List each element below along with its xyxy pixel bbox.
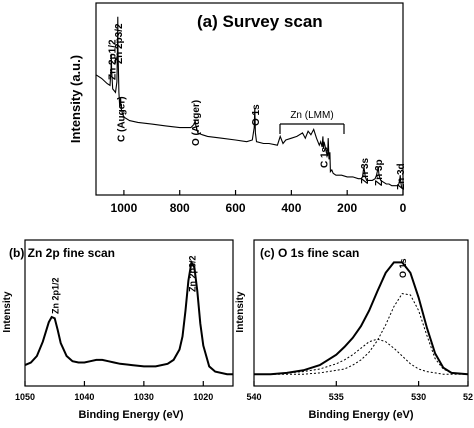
peak-label: C 1s bbox=[320, 146, 331, 168]
panel-c-xticks: 540 535 530 52 bbox=[246, 381, 473, 402]
x-tick-label: 600 bbox=[226, 201, 246, 215]
panel-a-frame bbox=[95, 2, 404, 196]
x-tick-label: 1020 bbox=[193, 392, 213, 402]
peak-label: O 1s bbox=[251, 104, 262, 126]
panel-a-peak-labels: Zn 2p1/2Zn 2p3/2 C (Auger) O (Auger) O 1s C … bbox=[107, 23, 407, 190]
panel-a-title: (a) Survey scan bbox=[197, 12, 323, 31]
x-tick-label: 530 bbox=[411, 392, 426, 402]
peak-label: Zn 3s bbox=[360, 157, 371, 184]
o1s-lattice-oxygen-component bbox=[254, 293, 469, 375]
panel-a-survey-curve bbox=[95, 16, 404, 190]
panel-b-xticks: 1050 1040 1030 1020 bbox=[15, 381, 213, 402]
peak-label: O 1s bbox=[398, 258, 408, 278]
panel-c-ylabel: Intensity bbox=[235, 291, 246, 333]
panel-c-frame bbox=[253, 239, 469, 387]
peak-label: C (Auger) bbox=[117, 96, 128, 142]
panel-a: (a) Survey scan Intensity (a.u.) 1000 800… bbox=[68, 2, 407, 215]
panel-a-xticks: 1000 800 600 400 200 0 bbox=[111, 190, 407, 215]
x-tick-label: 540 bbox=[246, 392, 261, 402]
zn-lmm-bracket: Zn (LMM) bbox=[279, 110, 345, 134]
x-tick-label: 535 bbox=[329, 392, 344, 402]
x-tick-label: 400 bbox=[281, 201, 301, 215]
zn-lmm-bracket-label: Zn (LMM) bbox=[290, 110, 333, 121]
panel-b-title: (b) Zn 2p fine scan bbox=[9, 246, 115, 260]
x-tick-label: 800 bbox=[170, 201, 190, 215]
panel-b-ylabel: Intensity bbox=[2, 291, 13, 333]
x-tick-label: 200 bbox=[337, 201, 357, 215]
panel-a-ylabel: Intensity (a.u.) bbox=[68, 55, 83, 143]
panel-c-o1s-curves bbox=[254, 261, 469, 376]
x-tick-label: 0 bbox=[400, 201, 407, 215]
x-tick-label: 1050 bbox=[15, 392, 35, 402]
panel-b: (b) Zn 2p fine scan Intensity Binding En… bbox=[2, 239, 234, 421]
o1s-surface-oxygen-component bbox=[254, 338, 468, 375]
peak-label: Zn 3d bbox=[396, 163, 407, 190]
o1s-envelope-curve bbox=[254, 261, 469, 376]
panel-c-peak-labels: O 1s bbox=[398, 258, 408, 278]
panel-b-frame bbox=[24, 239, 234, 387]
x-tick-label: 1040 bbox=[74, 392, 94, 402]
x-tick-label: 1000 bbox=[111, 201, 138, 215]
x-tick-label: 52 bbox=[463, 392, 473, 402]
x-tick-label: 1030 bbox=[134, 392, 154, 402]
panel-b-zn2p-curve bbox=[24, 259, 233, 376]
panel-b-peak-labels: Zn 2p1/2 Zn 2p3/2 bbox=[51, 255, 198, 314]
panel-b-xlabel: Binding Energy (eV) bbox=[78, 409, 183, 421]
panel-c-xlabel: Binding Energy (eV) bbox=[308, 409, 413, 421]
peak-label: Zn 2p3/2 bbox=[187, 255, 197, 292]
panel-c-title: (c) O 1s fine scan bbox=[260, 246, 359, 260]
peak-label: Zn 3p bbox=[374, 159, 385, 186]
panel-c: (c) O 1s fine scan Intensity Binding Ene… bbox=[235, 239, 473, 421]
peak-label: Zn 2p3/2 bbox=[114, 23, 125, 64]
peak-label: Zn 2p1/2 bbox=[51, 277, 61, 314]
peak-label: O (Auger) bbox=[191, 100, 202, 146]
peak-label: Zn 2p1/2 bbox=[107, 39, 118, 80]
